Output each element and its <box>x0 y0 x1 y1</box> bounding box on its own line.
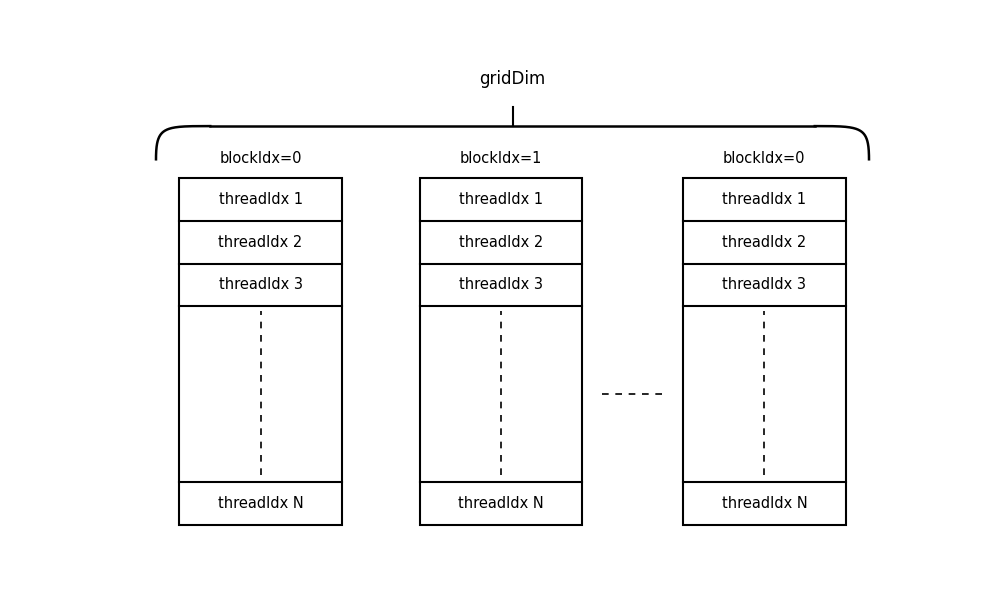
Text: blockIdx=1: blockIdx=1 <box>460 152 542 166</box>
Text: threadIdx 2: threadIdx 2 <box>459 235 543 250</box>
Text: threadIdx 1: threadIdx 1 <box>219 192 303 207</box>
Text: threadIdx N: threadIdx N <box>218 496 304 511</box>
Text: threadIdx 1: threadIdx 1 <box>722 192 806 207</box>
Text: threadIdx 3: threadIdx 3 <box>219 277 303 293</box>
Text: threadIdx 2: threadIdx 2 <box>722 235 806 250</box>
Text: threadIdx N: threadIdx N <box>722 496 807 511</box>
Bar <box>683 178 846 524</box>
Text: threadIdx 3: threadIdx 3 <box>722 277 806 293</box>
Bar <box>420 178 582 524</box>
Text: blockIdx=0: blockIdx=0 <box>723 152 806 166</box>
Text: threadIdx N: threadIdx N <box>458 496 544 511</box>
Text: threadIdx 1: threadIdx 1 <box>459 192 543 207</box>
Text: threadIdx 2: threadIdx 2 <box>218 235 303 250</box>
Bar <box>179 178 342 524</box>
Text: gridDim: gridDim <box>479 70 546 88</box>
Text: blockIdx=0: blockIdx=0 <box>219 152 302 166</box>
Text: threadIdx 3: threadIdx 3 <box>459 277 543 293</box>
